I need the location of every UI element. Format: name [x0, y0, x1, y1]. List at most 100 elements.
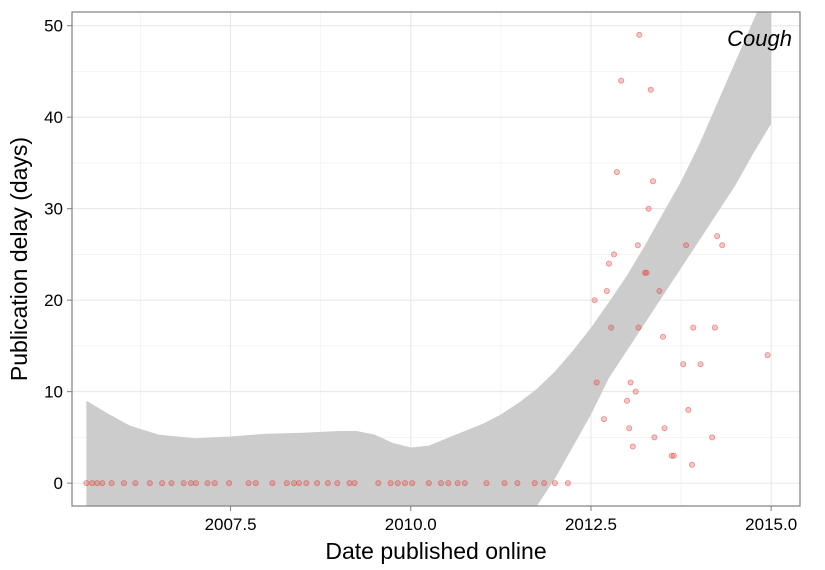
axis-ticks: 2007.5 2010.0 2012.5 2015.0 0 10 20 30 40 50 [44, 17, 797, 534]
data-point [132, 480, 139, 487]
data-point [387, 480, 394, 487]
data-point [719, 242, 726, 249]
data-point [180, 480, 187, 487]
data-point [159, 480, 166, 487]
data-point [618, 77, 625, 84]
data-point [593, 379, 600, 386]
data-point [600, 416, 607, 423]
confidence-band [86, 12, 772, 506]
data-point [636, 31, 643, 38]
data-point [764, 352, 771, 359]
panel-label: Cough [727, 26, 792, 51]
data-point [314, 480, 321, 487]
data-point [670, 452, 677, 459]
data-point [624, 397, 631, 404]
data-point [204, 480, 211, 487]
data-point [660, 333, 667, 340]
x-tick-label: 2007.5 [205, 515, 257, 534]
data-point [690, 324, 697, 331]
data-point [626, 425, 633, 432]
data-point [269, 480, 276, 487]
y-tick-label: 0 [54, 474, 63, 493]
y-axis-title: Publication delay (days) [6, 137, 32, 381]
data-point [351, 480, 358, 487]
y-tick-label: 50 [44, 17, 63, 36]
data-point [634, 242, 641, 249]
data-point [168, 480, 175, 487]
x-tick-label: 2015.0 [745, 515, 797, 534]
x-tick-label: 2010.0 [385, 515, 437, 534]
data-point [324, 480, 331, 487]
data-point [627, 379, 634, 386]
data-point [252, 480, 259, 487]
data-point [551, 480, 558, 487]
data-point [211, 480, 218, 487]
data-point [541, 480, 548, 487]
data-point [409, 480, 416, 487]
data-point [647, 86, 654, 93]
data-point [661, 425, 668, 432]
data-point [346, 480, 353, 487]
data-point [245, 480, 252, 487]
data-point [501, 480, 508, 487]
data-point [303, 480, 310, 487]
data-point [635, 324, 642, 331]
data-point [531, 480, 538, 487]
data-point [120, 480, 127, 487]
y-tick-label: 10 [44, 383, 63, 402]
data-point [461, 480, 468, 487]
data-point [603, 287, 610, 294]
data-point [564, 480, 571, 487]
data-point [437, 480, 444, 487]
data-point [685, 406, 692, 413]
y-tick-label: 40 [44, 108, 63, 127]
data-point [711, 324, 718, 331]
data-point [394, 480, 401, 487]
data-point [514, 480, 521, 487]
data-point [683, 242, 690, 249]
data-point [656, 287, 663, 294]
data-point [445, 480, 452, 487]
data-point [226, 480, 233, 487]
data-point [192, 480, 199, 487]
panel-background [72, 12, 800, 506]
data-point [613, 169, 620, 176]
data-point [146, 480, 153, 487]
data-point [483, 480, 490, 487]
data-point [295, 480, 302, 487]
data-point [94, 480, 101, 487]
data-point [283, 480, 290, 487]
data-point [651, 434, 658, 441]
data-point [334, 480, 341, 487]
data-point [709, 434, 716, 441]
data-point [608, 324, 615, 331]
data-point [643, 269, 650, 276]
data-point [187, 480, 194, 487]
data-point [629, 443, 636, 450]
data-point [290, 480, 297, 487]
data-point [611, 251, 618, 258]
y-tick-label: 30 [44, 200, 63, 219]
data-point [642, 269, 649, 276]
data-point [99, 480, 106, 487]
data-point [425, 480, 432, 487]
data-point [606, 260, 613, 267]
data-point [650, 178, 657, 185]
data-point [401, 480, 408, 487]
x-axis-title: Date published online [325, 538, 546, 564]
x-tick-label: 2012.5 [565, 515, 617, 534]
data-points [83, 31, 771, 487]
data-point [688, 461, 695, 468]
data-point [680, 361, 687, 368]
data-point [591, 297, 598, 304]
data-point [632, 388, 639, 395]
data-point [454, 480, 461, 487]
y-tick-label: 20 [44, 291, 63, 310]
panel-border [71, 11, 801, 507]
data-point [645, 205, 652, 212]
data-point [714, 233, 721, 240]
data-point [83, 480, 90, 487]
data-point [697, 361, 704, 368]
data-point [375, 480, 382, 487]
data-point [89, 480, 96, 487]
